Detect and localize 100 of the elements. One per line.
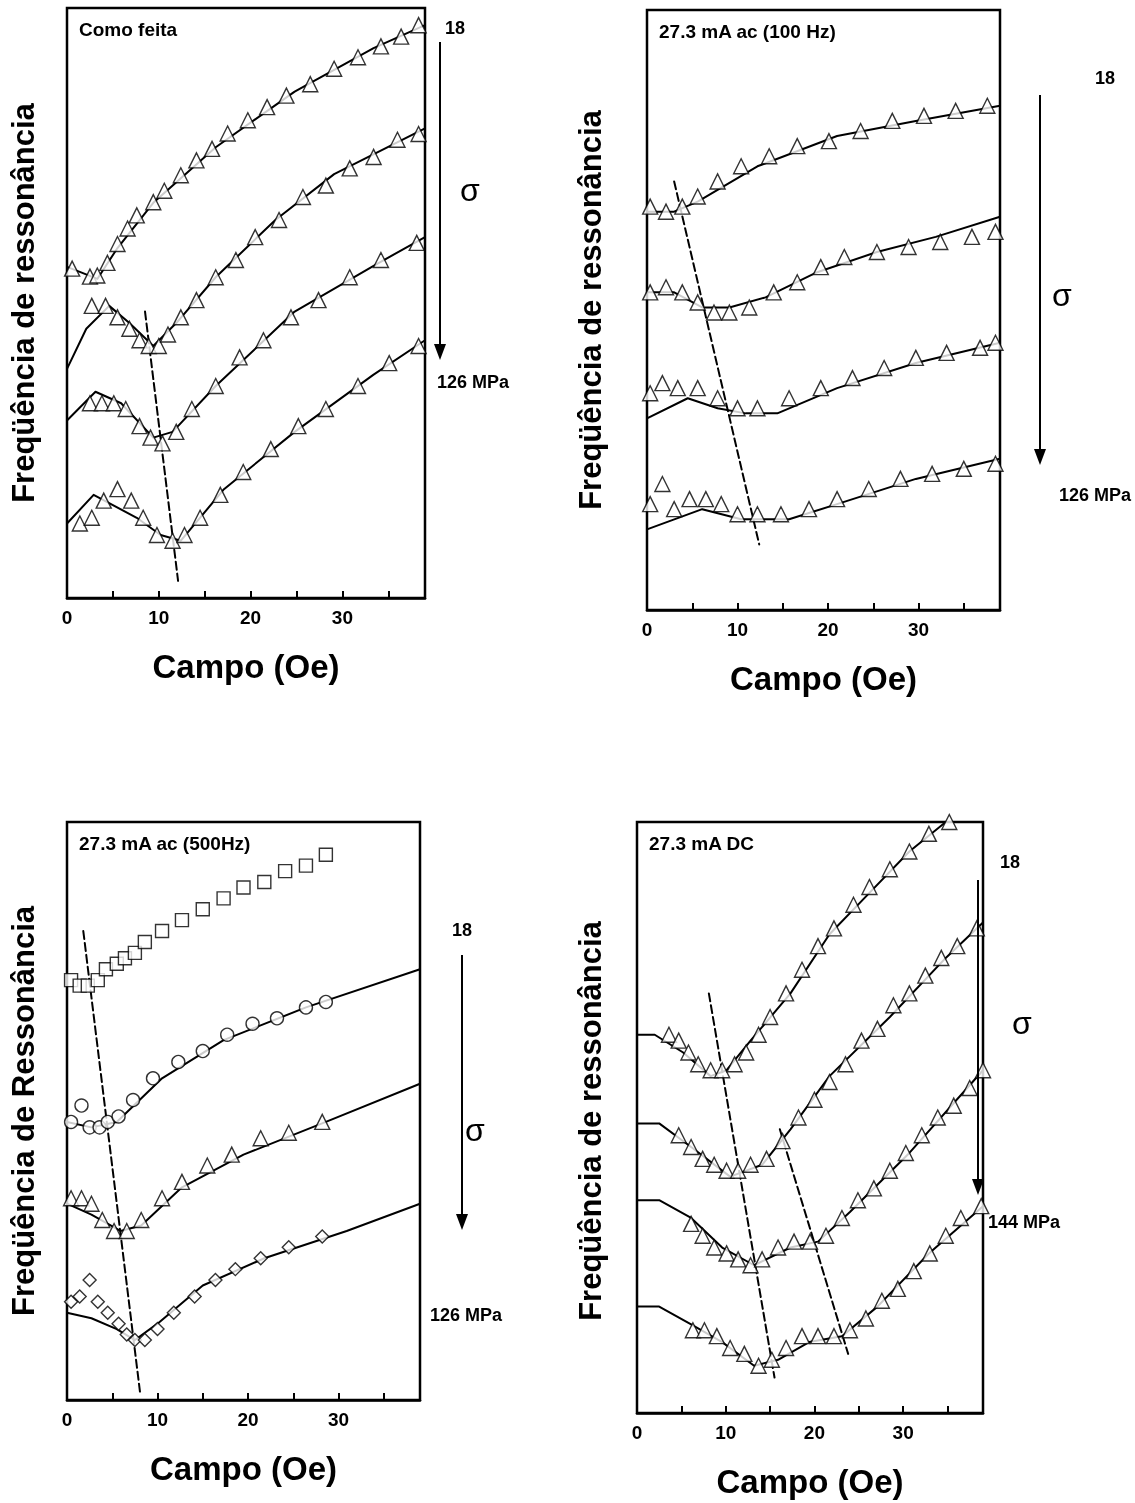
point (123, 492, 140, 509)
x-tick-label: 20 (237, 1409, 259, 1430)
point (869, 1020, 886, 1038)
point (777, 985, 795, 1002)
point (760, 148, 778, 165)
point (83, 509, 100, 527)
point (117, 400, 134, 418)
point (156, 182, 173, 199)
point (203, 140, 221, 158)
point (208, 1272, 223, 1288)
text: σ (1012, 1005, 1032, 1041)
point (721, 1339, 739, 1357)
x-tick-label: 20 (803, 1422, 826, 1443)
point (207, 269, 224, 286)
point (408, 234, 425, 252)
point (63, 1294, 79, 1310)
point (188, 152, 205, 169)
point (865, 1180, 883, 1197)
point (765, 284, 782, 301)
point (860, 480, 877, 498)
point (236, 880, 251, 895)
point (885, 997, 902, 1014)
point (281, 1240, 296, 1255)
point (709, 390, 726, 407)
point (298, 1000, 314, 1015)
point (199, 1157, 216, 1174)
point (915, 107, 933, 125)
point (252, 1130, 269, 1147)
x-tick-label: 0 (61, 1409, 73, 1430)
point (897, 1144, 915, 1162)
point (923, 465, 941, 483)
point (800, 500, 818, 518)
point (641, 284, 659, 301)
point (681, 490, 698, 508)
point (127, 1332, 143, 1348)
point (772, 506, 790, 523)
point (223, 1146, 240, 1163)
point (270, 211, 288, 229)
point (913, 1127, 930, 1144)
point (705, 1239, 723, 1256)
point (410, 16, 427, 34)
point (392, 28, 410, 45)
point (97, 297, 114, 315)
point (820, 132, 838, 150)
point (920, 825, 938, 843)
point (258, 98, 276, 116)
point (729, 1162, 747, 1179)
point (952, 1209, 970, 1227)
point (159, 326, 177, 343)
point (793, 1327, 811, 1345)
point (837, 1056, 854, 1073)
text: 126 MPa (430, 1305, 504, 1325)
point (89, 267, 106, 284)
chart-title: 27.3 mA ac (100 Hz) (659, 21, 836, 42)
point (875, 359, 893, 377)
text: 126 MPa (437, 372, 511, 392)
point (729, 400, 746, 417)
point (166, 1305, 182, 1320)
point (121, 320, 138, 337)
point (742, 1257, 759, 1274)
point (750, 1357, 767, 1374)
point (833, 1209, 851, 1227)
chart-title: Como feita (79, 19, 178, 40)
point (806, 1091, 823, 1108)
point (844, 369, 861, 387)
point (195, 902, 210, 917)
point (183, 400, 201, 418)
point (172, 309, 190, 326)
point (785, 1233, 803, 1250)
point (105, 395, 123, 412)
point (726, 1056, 743, 1073)
point (410, 337, 427, 355)
point (657, 279, 675, 296)
point (280, 1124, 297, 1142)
point (665, 500, 683, 518)
point (763, 1351, 781, 1369)
point (697, 490, 715, 508)
point (314, 1113, 331, 1131)
point (154, 435, 171, 452)
point (262, 440, 279, 458)
point (111, 1109, 126, 1124)
chart-title: 27.3 mA ac (500Hz) (79, 833, 251, 854)
point (713, 495, 730, 513)
point (660, 1026, 678, 1043)
point (705, 1156, 723, 1173)
x-axis-title: Campo (Oe) (149, 1450, 338, 1487)
point (945, 1097, 962, 1114)
point (298, 858, 314, 873)
point (220, 1027, 235, 1042)
point (63, 260, 81, 277)
point (841, 1322, 859, 1339)
point (257, 874, 272, 890)
point (973, 1197, 990, 1215)
x-tick-label: 0 (61, 607, 73, 628)
point (74, 1098, 89, 1113)
point (187, 1289, 202, 1304)
point (777, 1339, 795, 1357)
point (100, 1305, 115, 1320)
point (154, 923, 170, 939)
point (790, 1109, 807, 1126)
